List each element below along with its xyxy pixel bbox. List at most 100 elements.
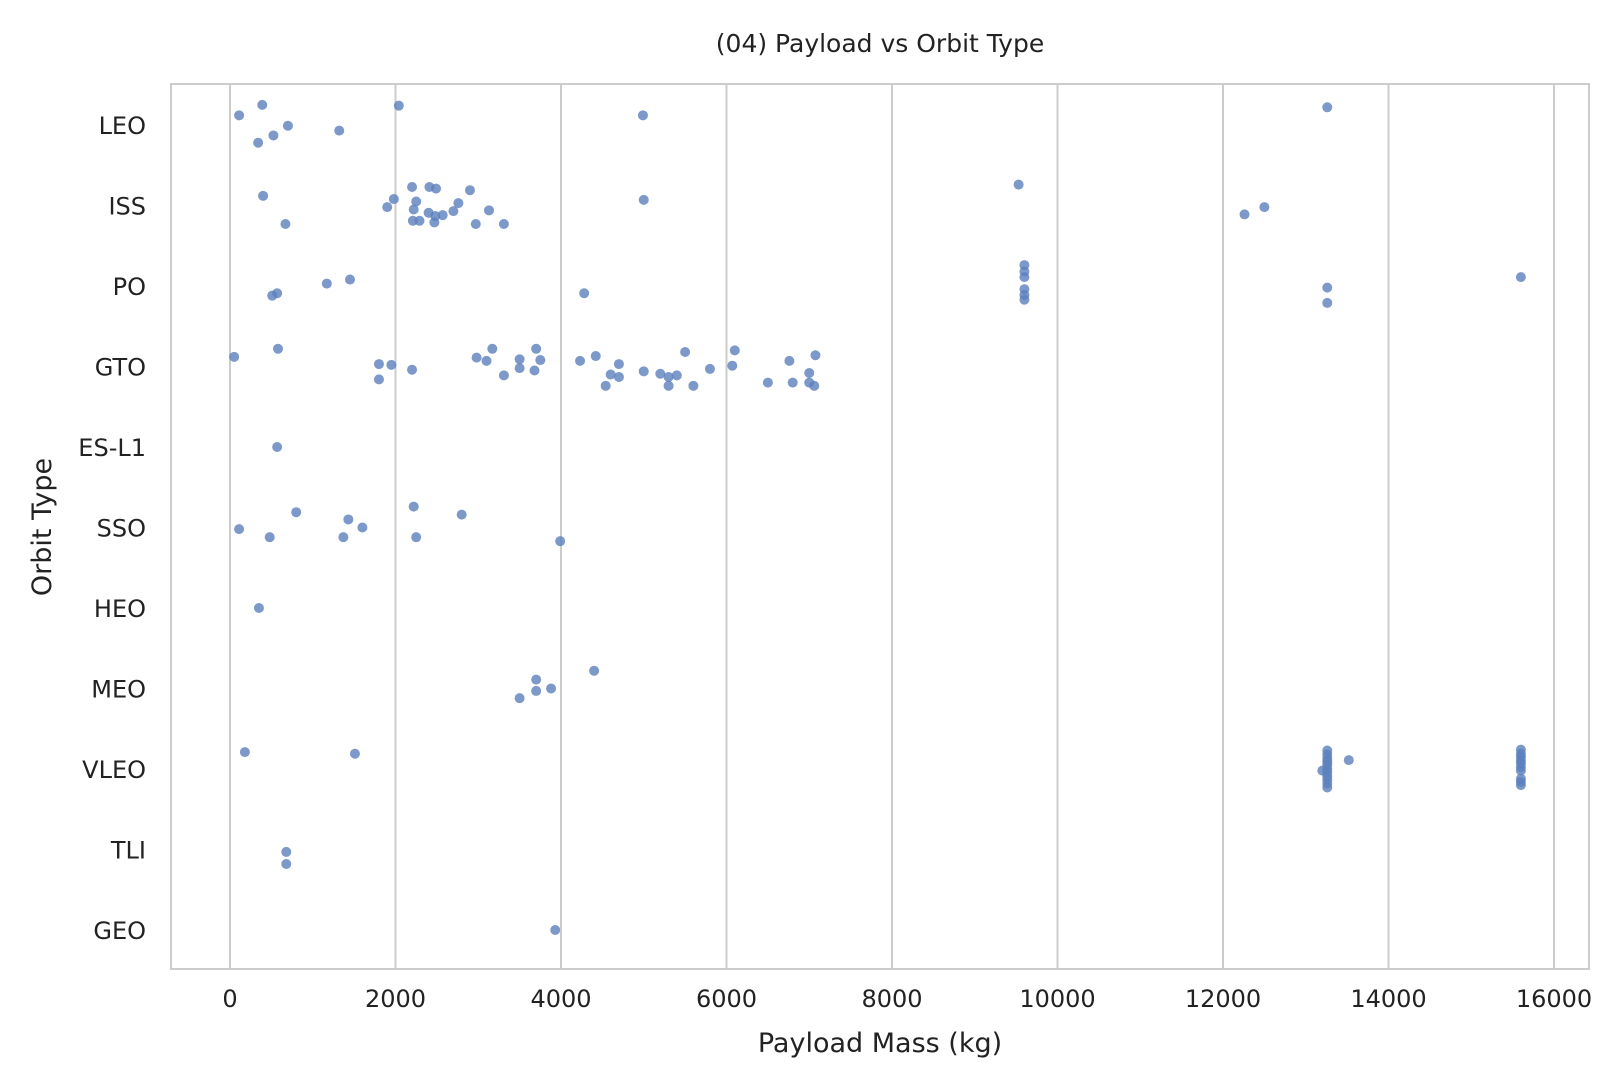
data-point <box>470 219 481 230</box>
data-point <box>663 380 674 391</box>
y-tick-label: ISS <box>108 193 146 221</box>
y-tick-label: MEO <box>91 676 146 704</box>
data-point <box>1239 209 1250 220</box>
data-point <box>407 364 418 375</box>
data-point <box>787 377 798 388</box>
data-point <box>386 359 397 370</box>
data-point <box>453 198 464 209</box>
y-tick-label: HEO <box>94 595 146 623</box>
data-points <box>229 99 1526 935</box>
data-point <box>600 380 611 391</box>
data-point <box>481 355 492 366</box>
data-point <box>487 343 498 354</box>
data-point <box>514 693 525 704</box>
data-point <box>1515 272 1526 283</box>
x-tick-label: 10000 <box>1019 985 1095 1013</box>
data-point <box>671 370 682 381</box>
data-point <box>550 925 561 935</box>
x-tick-labels: 0 2000 4000 6000 8000 10000 12000 14000 16000 <box>222 985 1592 1013</box>
data-point <box>437 210 448 221</box>
data-point <box>229 351 240 362</box>
data-point <box>393 100 404 111</box>
x-tick-label: 8000 <box>861 985 922 1013</box>
data-point <box>431 183 442 194</box>
x-tick-label: 16000 <box>1516 985 1592 1013</box>
data-point <box>281 846 292 857</box>
data-point <box>555 536 566 547</box>
data-point <box>663 371 674 382</box>
data-point <box>471 352 482 363</box>
data-point <box>1515 765 1526 776</box>
data-point <box>272 442 283 452</box>
data-point <box>637 110 648 121</box>
data-point <box>1322 782 1333 793</box>
data-point <box>282 120 293 131</box>
data-point <box>531 674 542 685</box>
data-point <box>514 363 525 374</box>
data-point <box>411 196 422 207</box>
data-point <box>810 350 821 361</box>
data-point <box>253 137 264 148</box>
data-point <box>514 354 525 365</box>
x-axis-label: Payload Mass (kg) <box>758 1028 1002 1059</box>
data-point <box>334 125 345 136</box>
data-point <box>414 215 425 226</box>
y-tick-label: TLI <box>110 837 146 865</box>
data-point <box>344 274 355 285</box>
data-point <box>234 524 245 535</box>
gridlines <box>229 84 1555 969</box>
data-point <box>529 365 540 376</box>
data-point <box>531 685 542 696</box>
y-tick-label: VLEO <box>82 756 146 784</box>
data-point <box>546 683 557 694</box>
data-point <box>357 522 368 533</box>
data-point <box>589 665 600 676</box>
data-point <box>349 748 360 759</box>
data-point <box>1515 780 1526 791</box>
data-point <box>258 190 269 201</box>
data-point <box>535 355 546 366</box>
y-axis-label: Orbit Type <box>27 458 58 596</box>
data-point <box>253 603 264 613</box>
y-tick-label: GTO <box>95 354 146 382</box>
data-point <box>729 345 740 356</box>
y-tick-label: LEO <box>99 112 146 140</box>
data-point <box>1013 179 1024 190</box>
data-point <box>605 369 616 380</box>
y-tick-label: GEO <box>93 917 146 945</box>
data-point <box>430 210 441 221</box>
data-point <box>343 514 354 525</box>
data-point <box>264 532 275 543</box>
data-point <box>590 351 601 362</box>
data-point <box>281 858 292 869</box>
data-point <box>388 194 399 205</box>
y-tick-label: SSO <box>97 515 146 543</box>
data-point <box>784 355 795 366</box>
data-point <box>655 368 666 379</box>
data-point <box>464 185 475 196</box>
x-tick-label: 6000 <box>696 985 757 1013</box>
data-point <box>411 532 422 543</box>
data-point <box>531 343 542 354</box>
data-point <box>272 288 283 299</box>
data-point <box>688 380 699 391</box>
data-point <box>338 532 349 543</box>
x-tick-label: 0 <box>222 985 237 1013</box>
data-point <box>809 380 820 391</box>
data-point <box>321 278 332 289</box>
x-tick-label: 2000 <box>365 985 426 1013</box>
data-point <box>1259 202 1270 213</box>
data-point <box>448 206 459 217</box>
y-tick-labels: LEO ISS PO GTO ES-L1 SSO HEO MEO VLEO TLI GEO <box>78 112 146 945</box>
data-point <box>373 359 384 370</box>
data-point <box>407 181 418 192</box>
y-tick-label: PO <box>113 273 146 301</box>
data-point <box>1322 282 1333 293</box>
data-point <box>613 371 624 382</box>
data-point <box>680 347 691 358</box>
data-point <box>1322 297 1333 308</box>
data-point <box>638 194 649 205</box>
data-point <box>484 205 495 216</box>
